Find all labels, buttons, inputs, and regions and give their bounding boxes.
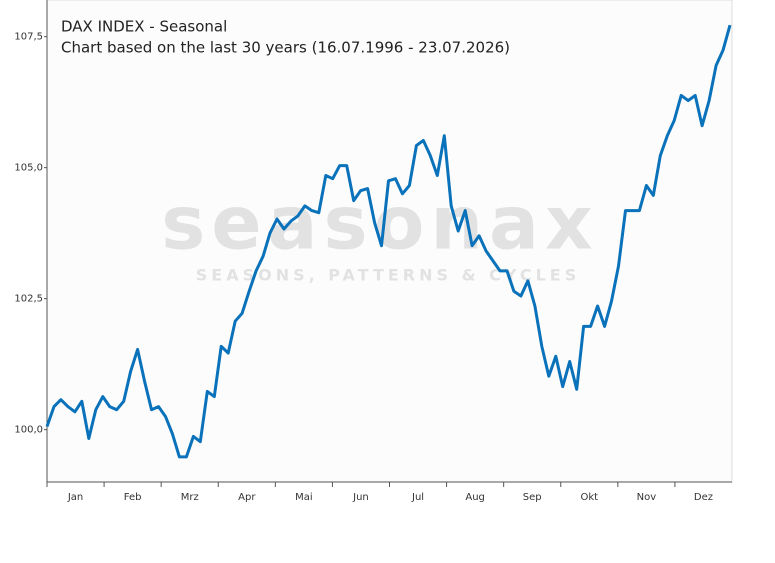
watermark-tagline: SEASONS, PATTERNS & CYCLES xyxy=(196,266,581,285)
x-tick-label: Mrz xyxy=(181,492,199,503)
x-tick-label: Apr xyxy=(238,492,256,503)
y-tick-label: 105,0 xyxy=(14,163,43,174)
chart-title: DAX INDEX - Seasonal xyxy=(61,18,227,36)
x-tick-label: Okt xyxy=(580,492,598,503)
x-tick-label: Dez xyxy=(694,492,713,503)
chart-subtitle: Chart based on the last 30 years (16.07.… xyxy=(61,39,510,57)
plot-area xyxy=(46,0,733,483)
x-tick-label: Nov xyxy=(637,492,657,503)
x-tick-label: Jul xyxy=(411,492,424,503)
line xyxy=(45,24,732,459)
x-tick-label: Mai xyxy=(295,492,313,503)
x-tick-label: Aug xyxy=(465,492,485,503)
x-tick-label: Jun xyxy=(352,492,369,503)
watermark: seasonax xyxy=(161,181,598,267)
x-tick-label: Feb xyxy=(124,492,142,503)
y-tick-label: 107,5 xyxy=(14,32,43,43)
y-tick-label: 100,0 xyxy=(14,425,43,436)
x-tick-label: Jan xyxy=(67,492,83,503)
y-tick-label: 102,5 xyxy=(14,294,43,305)
x-tick-label: Sep xyxy=(523,492,542,503)
